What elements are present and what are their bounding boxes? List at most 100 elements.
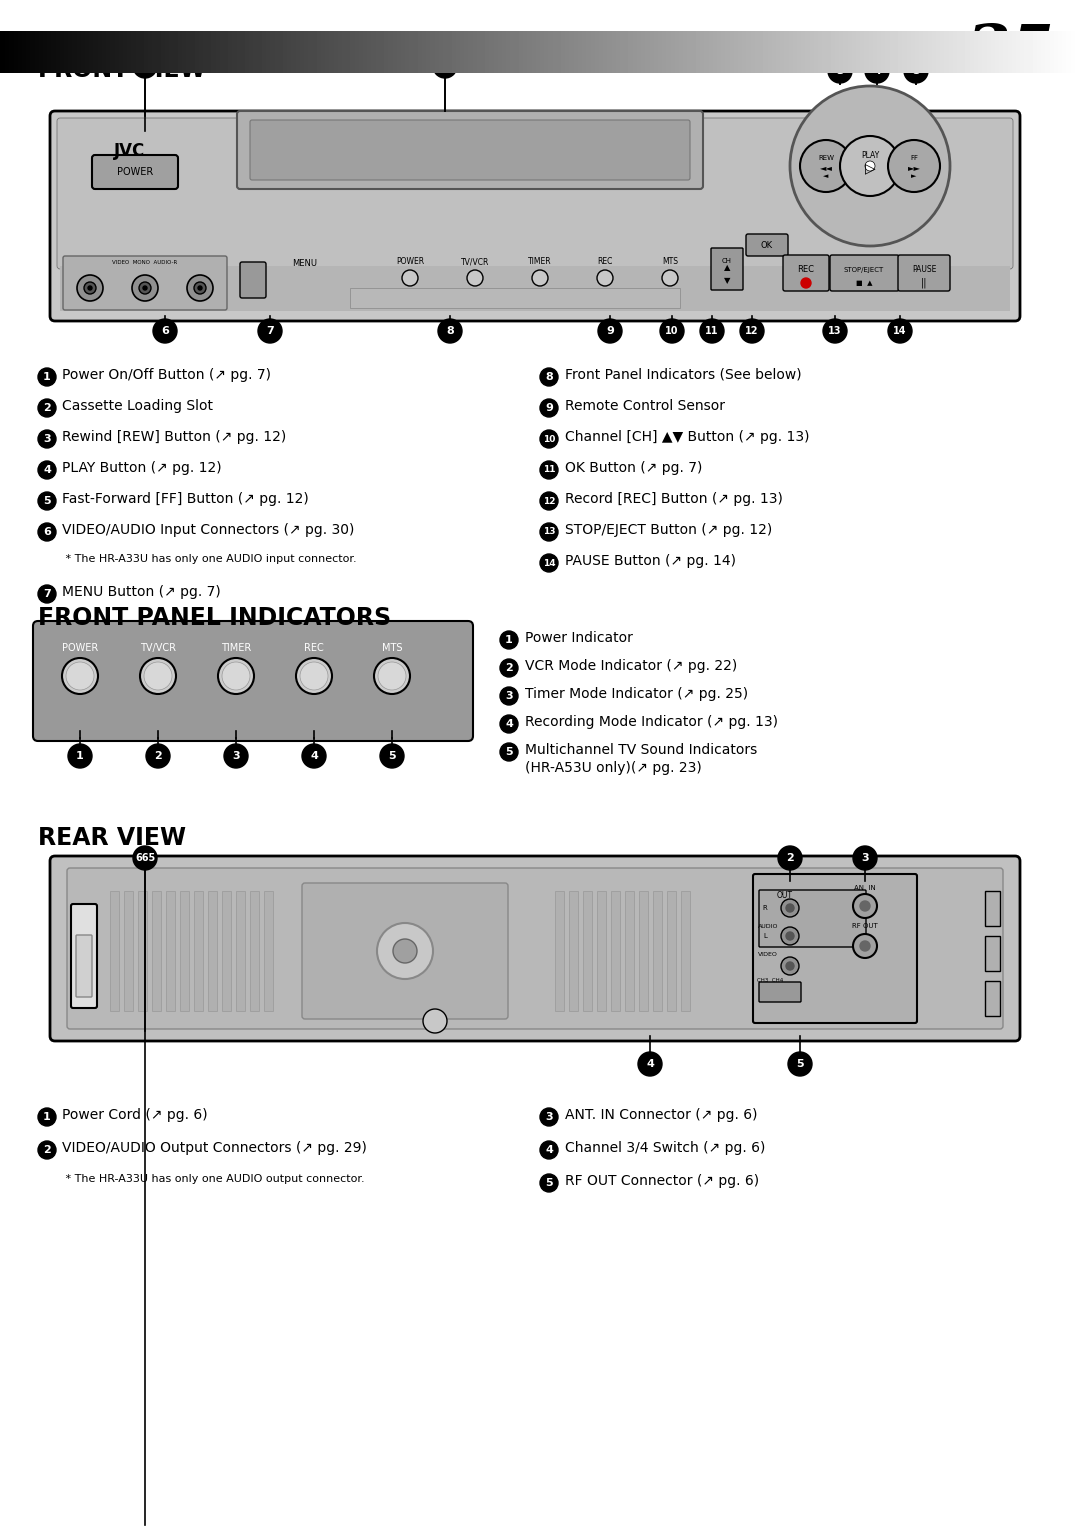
- Bar: [985, 981, 1000, 1016]
- Circle shape: [62, 658, 98, 694]
- Text: POWER: POWER: [117, 166, 153, 177]
- Circle shape: [540, 430, 558, 449]
- Circle shape: [38, 523, 56, 542]
- Text: 3: 3: [232, 751, 240, 761]
- Text: Timer Mode Indicator (↗ pg. 25): Timer Mode Indicator (↗ pg. 25): [525, 687, 748, 700]
- Text: PAUSE Button (↗ pg. 14): PAUSE Button (↗ pg. 14): [565, 554, 735, 568]
- FancyBboxPatch shape: [33, 621, 473, 742]
- Circle shape: [296, 658, 332, 694]
- Text: TIMER: TIMER: [221, 642, 252, 653]
- FancyBboxPatch shape: [831, 255, 899, 291]
- Circle shape: [888, 140, 940, 192]
- Circle shape: [153, 319, 177, 343]
- Text: CH3  CH4: CH3 CH4: [757, 978, 783, 983]
- Text: OK Button (↗ pg. 7): OK Button (↗ pg. 7): [565, 461, 702, 475]
- Circle shape: [140, 658, 176, 694]
- Text: 4: 4: [310, 751, 318, 761]
- Bar: [350, 288, 680, 308]
- Text: RF OUT Connector (↗ pg. 6): RF OUT Connector (↗ pg. 6): [565, 1173, 759, 1189]
- Circle shape: [133, 845, 157, 870]
- Circle shape: [402, 270, 418, 285]
- Circle shape: [740, 319, 764, 343]
- Circle shape: [224, 745, 248, 768]
- Bar: [124, 891, 133, 1012]
- Text: 6: 6: [43, 526, 51, 537]
- Text: Cassette Loading Slot: Cassette Loading Slot: [62, 398, 213, 414]
- Circle shape: [540, 1141, 558, 1160]
- Bar: [611, 891, 620, 1012]
- Text: 3: 3: [836, 66, 843, 76]
- Text: Channel 3/4 Switch (↗ pg. 6): Channel 3/4 Switch (↗ pg. 6): [565, 1141, 766, 1155]
- Bar: [110, 891, 119, 1012]
- Circle shape: [788, 1051, 812, 1076]
- Circle shape: [500, 687, 518, 705]
- Text: PAUSE: PAUSE: [912, 266, 936, 275]
- Text: 1: 1: [141, 61, 149, 72]
- Circle shape: [378, 662, 406, 690]
- Circle shape: [801, 278, 811, 288]
- Bar: [569, 891, 578, 1012]
- Circle shape: [438, 319, 462, 343]
- Text: FRONT VIEW: FRONT VIEW: [38, 58, 205, 82]
- Circle shape: [786, 903, 794, 913]
- Bar: [180, 891, 189, 1012]
- Text: Recording Mode Indicator (↗ pg. 13): Recording Mode Indicator (↗ pg. 13): [525, 716, 778, 729]
- Circle shape: [904, 60, 928, 82]
- Text: REW: REW: [818, 156, 834, 162]
- Bar: [625, 891, 634, 1012]
- Text: ►: ►: [912, 172, 917, 179]
- Text: REC: REC: [797, 266, 814, 275]
- Circle shape: [393, 938, 417, 963]
- FancyBboxPatch shape: [759, 890, 866, 948]
- Text: ▲: ▲: [724, 264, 730, 273]
- Bar: [985, 935, 1000, 971]
- Text: 14: 14: [893, 327, 907, 336]
- Circle shape: [87, 285, 92, 290]
- Circle shape: [198, 285, 202, 290]
- Circle shape: [38, 584, 56, 603]
- Circle shape: [500, 630, 518, 649]
- Text: OUT: OUT: [777, 891, 793, 900]
- Circle shape: [865, 60, 889, 82]
- Circle shape: [144, 662, 172, 690]
- Circle shape: [781, 899, 799, 917]
- Circle shape: [540, 491, 558, 510]
- FancyBboxPatch shape: [746, 233, 788, 256]
- Bar: [166, 891, 175, 1012]
- Text: STOP/EJECT: STOP/EJECT: [843, 267, 885, 273]
- FancyBboxPatch shape: [897, 255, 950, 291]
- Circle shape: [133, 53, 157, 78]
- Circle shape: [38, 461, 56, 479]
- Text: 2: 2: [441, 61, 449, 72]
- Text: 7: 7: [43, 589, 51, 600]
- Text: MENU Button (↗ pg. 7): MENU Button (↗ pg. 7): [62, 584, 220, 600]
- Circle shape: [38, 1108, 56, 1126]
- Bar: [138, 891, 147, 1012]
- Text: 5: 5: [388, 751, 395, 761]
- FancyBboxPatch shape: [71, 903, 97, 1009]
- Text: AUDIO: AUDIO: [758, 923, 779, 928]
- Circle shape: [222, 662, 249, 690]
- Text: Fast-Forward [FF] Button (↗ pg. 12): Fast-Forward [FF] Button (↗ pg. 12): [62, 491, 309, 507]
- Text: 3: 3: [505, 691, 513, 700]
- Text: 10: 10: [665, 327, 678, 336]
- Circle shape: [374, 658, 410, 694]
- Circle shape: [638, 1051, 662, 1076]
- Circle shape: [786, 961, 794, 971]
- Circle shape: [218, 658, 254, 694]
- Text: REC: REC: [305, 642, 324, 653]
- Text: 8: 8: [446, 327, 454, 336]
- Circle shape: [853, 845, 877, 870]
- Text: MTS: MTS: [662, 258, 678, 267]
- Text: 665: 665: [135, 853, 156, 864]
- Text: 4: 4: [545, 1144, 553, 1155]
- Text: REAR VIEW: REAR VIEW: [38, 826, 186, 850]
- Text: 5: 5: [796, 1059, 804, 1070]
- FancyBboxPatch shape: [67, 868, 1003, 1029]
- Circle shape: [139, 282, 151, 295]
- Circle shape: [132, 275, 158, 301]
- Circle shape: [823, 319, 847, 343]
- Bar: [639, 891, 648, 1012]
- Circle shape: [540, 368, 558, 386]
- FancyBboxPatch shape: [92, 156, 178, 189]
